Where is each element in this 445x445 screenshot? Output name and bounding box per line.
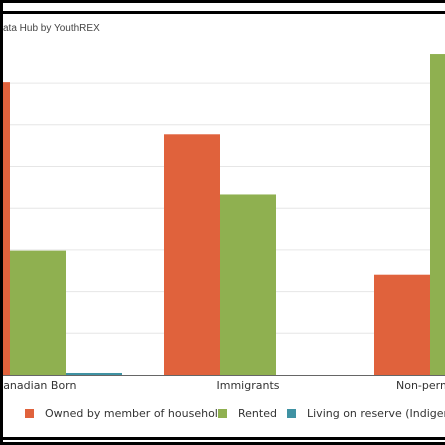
category-label-canadian-born: Canadian Born [3, 379, 77, 392]
bar-rented-0[interactable] [10, 250, 66, 375]
bar-chart: Canadian Born Immigrants Non-perm [3, 54, 445, 392]
bottom-rule [3, 437, 445, 440]
top-rule [3, 11, 445, 14]
bar-rented-2[interactable] [430, 54, 445, 376]
bar-reserve-0[interactable] [66, 372, 122, 375]
legend-item-owned[interactable]: Owned by member of household [25, 407, 225, 420]
category-labels: Canadian Born Immigrants Non-perm [3, 379, 445, 392]
category-label-immigrants: Immigrants [217, 379, 280, 392]
bar-rented-1[interactable] [220, 194, 276, 375]
legend-swatch-rented [218, 409, 227, 418]
legend-item-rented[interactable]: Rented [218, 407, 277, 420]
bar-owned-1[interactable] [164, 134, 220, 375]
category-label-non-perm: Non-perm [396, 379, 445, 392]
legend-swatch-reserve [287, 409, 296, 418]
legend-label-reserve: Living on reserve (Indigenous [307, 407, 445, 420]
legend-label-owned: Owned by member of household [45, 407, 225, 420]
legend-item-reserve[interactable]: Living on reserve (Indigenous [287, 407, 445, 420]
source-text: ata Hub by YouthREX [3, 23, 100, 34]
bars [3, 54, 445, 376]
bar-owned-2[interactable] [374, 274, 430, 375]
legend-swatch-owned [25, 409, 34, 418]
bar-owned-0[interactable] [3, 82, 10, 375]
legend-label-rented: Rented [238, 407, 277, 420]
